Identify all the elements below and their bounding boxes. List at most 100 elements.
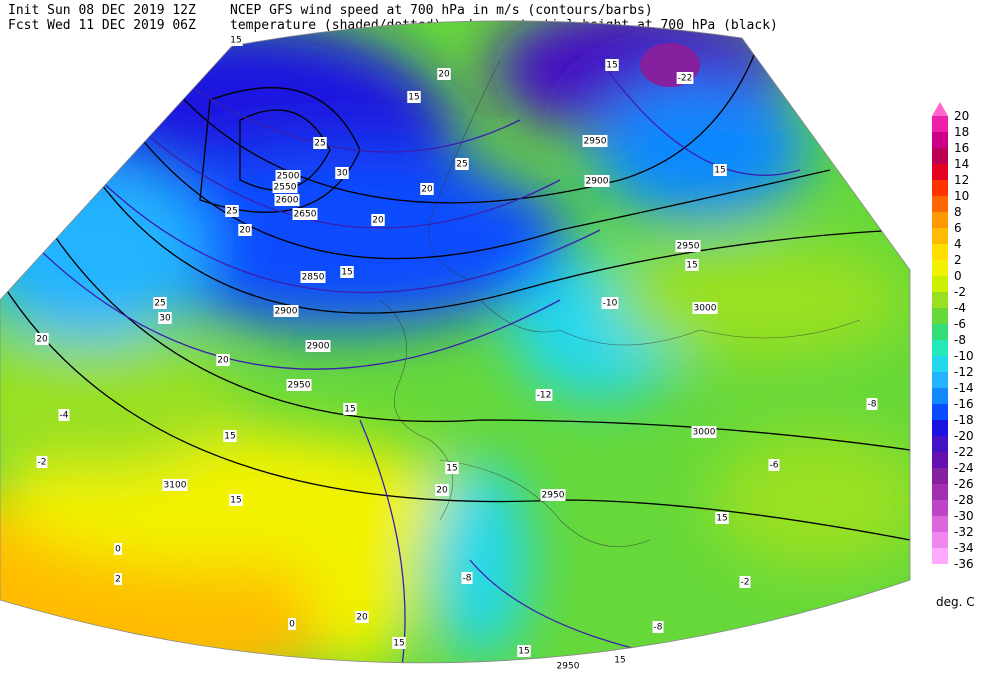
label-background xyxy=(555,660,581,672)
label-background xyxy=(305,340,331,352)
colorbar-label: 16 xyxy=(954,141,969,155)
label-background xyxy=(435,484,449,496)
label-background xyxy=(535,389,553,401)
domain-border xyxy=(0,20,911,664)
contour-label: 15 xyxy=(393,639,404,649)
contour-label: 2950 xyxy=(557,662,580,672)
forecast-time: Fcst Wed 11 DEC 2019 06Z xyxy=(8,18,196,33)
label-background xyxy=(739,576,751,588)
colorbar-box xyxy=(932,356,948,372)
colorbar-label: 6 xyxy=(954,221,962,235)
label-background xyxy=(517,645,531,657)
contour-label: 3000 xyxy=(694,304,717,314)
contour-label: -2 xyxy=(741,578,750,588)
label-background xyxy=(153,297,167,309)
colorbar-box xyxy=(932,420,948,436)
colorbar-box xyxy=(932,452,948,468)
label-background xyxy=(286,379,312,391)
label-background xyxy=(692,302,718,314)
label-background xyxy=(420,183,434,195)
contour-label: 2900 xyxy=(307,342,330,352)
label-background xyxy=(162,479,188,491)
contour-label: 2900 xyxy=(275,307,298,317)
init-time: Init Sun 08 DEC 2019 12Z xyxy=(8,3,196,18)
contour-label: 15 xyxy=(686,261,697,271)
label-background xyxy=(371,214,385,226)
colorbar-box xyxy=(932,228,948,244)
colorbar-unit: deg. C xyxy=(936,595,975,609)
label-background xyxy=(355,611,369,623)
contour-label: 30 xyxy=(336,169,348,179)
colorbar-box xyxy=(932,132,948,148)
colorbar-label: -28 xyxy=(954,493,974,507)
colorbar-box xyxy=(932,196,948,212)
colorbar-box xyxy=(932,212,948,228)
label-background xyxy=(238,224,252,236)
height-contours xyxy=(0,39,910,541)
contour-labels: 1520152530250025502600265025202025202850… xyxy=(35,34,878,672)
contour-label: 2900 xyxy=(586,177,609,187)
contour-label: 20 xyxy=(372,216,384,226)
label-background xyxy=(272,181,298,193)
colorbar-box xyxy=(932,436,948,452)
contour-label: 2550 xyxy=(274,183,297,193)
label-background xyxy=(652,621,664,633)
colorbar-box xyxy=(932,180,948,196)
contour-label: 0 xyxy=(289,620,295,630)
label-background xyxy=(437,68,451,80)
colorbar-box xyxy=(932,516,948,532)
colorbar-label: 14 xyxy=(954,157,969,171)
label-background xyxy=(300,271,326,283)
label-background xyxy=(225,205,239,217)
colorbar-label: -32 xyxy=(954,525,974,539)
colorbar-box xyxy=(932,308,948,324)
contour-label: 15 xyxy=(230,496,241,506)
contour-label: 25 xyxy=(314,139,325,149)
contour-label: 15 xyxy=(230,36,241,46)
contour-label: -6 xyxy=(770,461,779,471)
colorbar-box xyxy=(932,404,948,420)
colorbar: 20181614121086420-2-4-6-8-10-12-14-16-18… xyxy=(932,102,974,571)
colorbar-label: -20 xyxy=(954,429,974,443)
contour-label: 15 xyxy=(614,656,625,666)
label-background xyxy=(445,462,459,474)
contour-label: 2950 xyxy=(677,242,700,252)
label-background xyxy=(229,34,243,46)
label-background xyxy=(58,409,70,421)
contour-label: 25 xyxy=(226,207,237,217)
colorbar-label: -18 xyxy=(954,413,974,427)
contour-label: 20 xyxy=(438,70,450,80)
label-background xyxy=(461,572,473,584)
label-background xyxy=(601,297,619,309)
colorbar-box xyxy=(932,500,948,516)
label-background xyxy=(605,59,619,71)
contour-label: 15 xyxy=(408,93,419,103)
colorbar-label: -6 xyxy=(954,317,966,331)
contour-label: 2850 xyxy=(302,273,325,283)
label-background xyxy=(292,208,318,220)
label-background xyxy=(288,618,296,630)
contour-label: 20 xyxy=(421,185,433,195)
label-background xyxy=(114,573,122,585)
colorbar-label: -4 xyxy=(954,301,966,315)
colorbar-box xyxy=(932,548,948,564)
label-background xyxy=(335,167,349,179)
colorbar-label: 12 xyxy=(954,173,969,187)
colorbar-label: -36 xyxy=(954,557,974,571)
contour-label: 25 xyxy=(456,160,467,170)
colorbar-box xyxy=(932,116,948,132)
contour-label: 2950 xyxy=(542,491,565,501)
colorbar-box xyxy=(932,484,948,500)
contour-label: 15 xyxy=(716,514,727,524)
contour-label: 3000 xyxy=(693,428,716,438)
contour-label: 15 xyxy=(224,432,235,442)
colorbar-label: -34 xyxy=(954,541,974,555)
label-background xyxy=(229,494,243,506)
colorbar-box xyxy=(932,532,948,548)
label-background xyxy=(158,312,172,324)
label-background xyxy=(676,72,694,84)
colorbar-label: 20 xyxy=(954,109,969,123)
contour-label: 0 xyxy=(115,545,121,555)
colorbar-label: -8 xyxy=(954,333,966,347)
